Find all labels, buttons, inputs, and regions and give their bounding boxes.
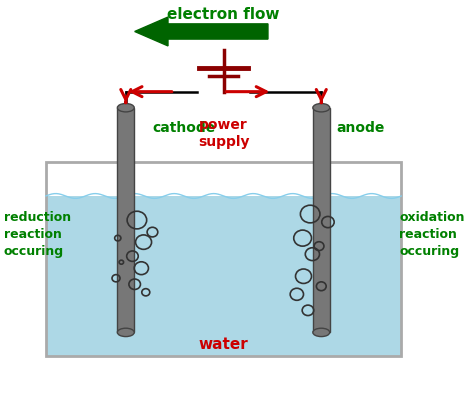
Bar — [46, 196, 401, 356]
Bar — [46, 162, 401, 356]
Bar — [118, 108, 134, 332]
Ellipse shape — [118, 103, 134, 112]
Ellipse shape — [313, 103, 330, 112]
FancyArrow shape — [135, 17, 268, 46]
Text: electron flow: electron flow — [167, 7, 280, 22]
Text: reduction
reaction
occuring: reduction reaction occuring — [4, 210, 71, 258]
Ellipse shape — [118, 328, 134, 337]
Ellipse shape — [313, 328, 330, 337]
Text: anode: anode — [337, 121, 385, 135]
Text: cathode: cathode — [153, 121, 216, 135]
Text: oxidation
reaction
occuring: oxidation reaction occuring — [399, 210, 465, 258]
Bar — [313, 108, 330, 332]
Text: water: water — [199, 337, 248, 352]
Text: power
supply: power supply — [198, 118, 249, 149]
